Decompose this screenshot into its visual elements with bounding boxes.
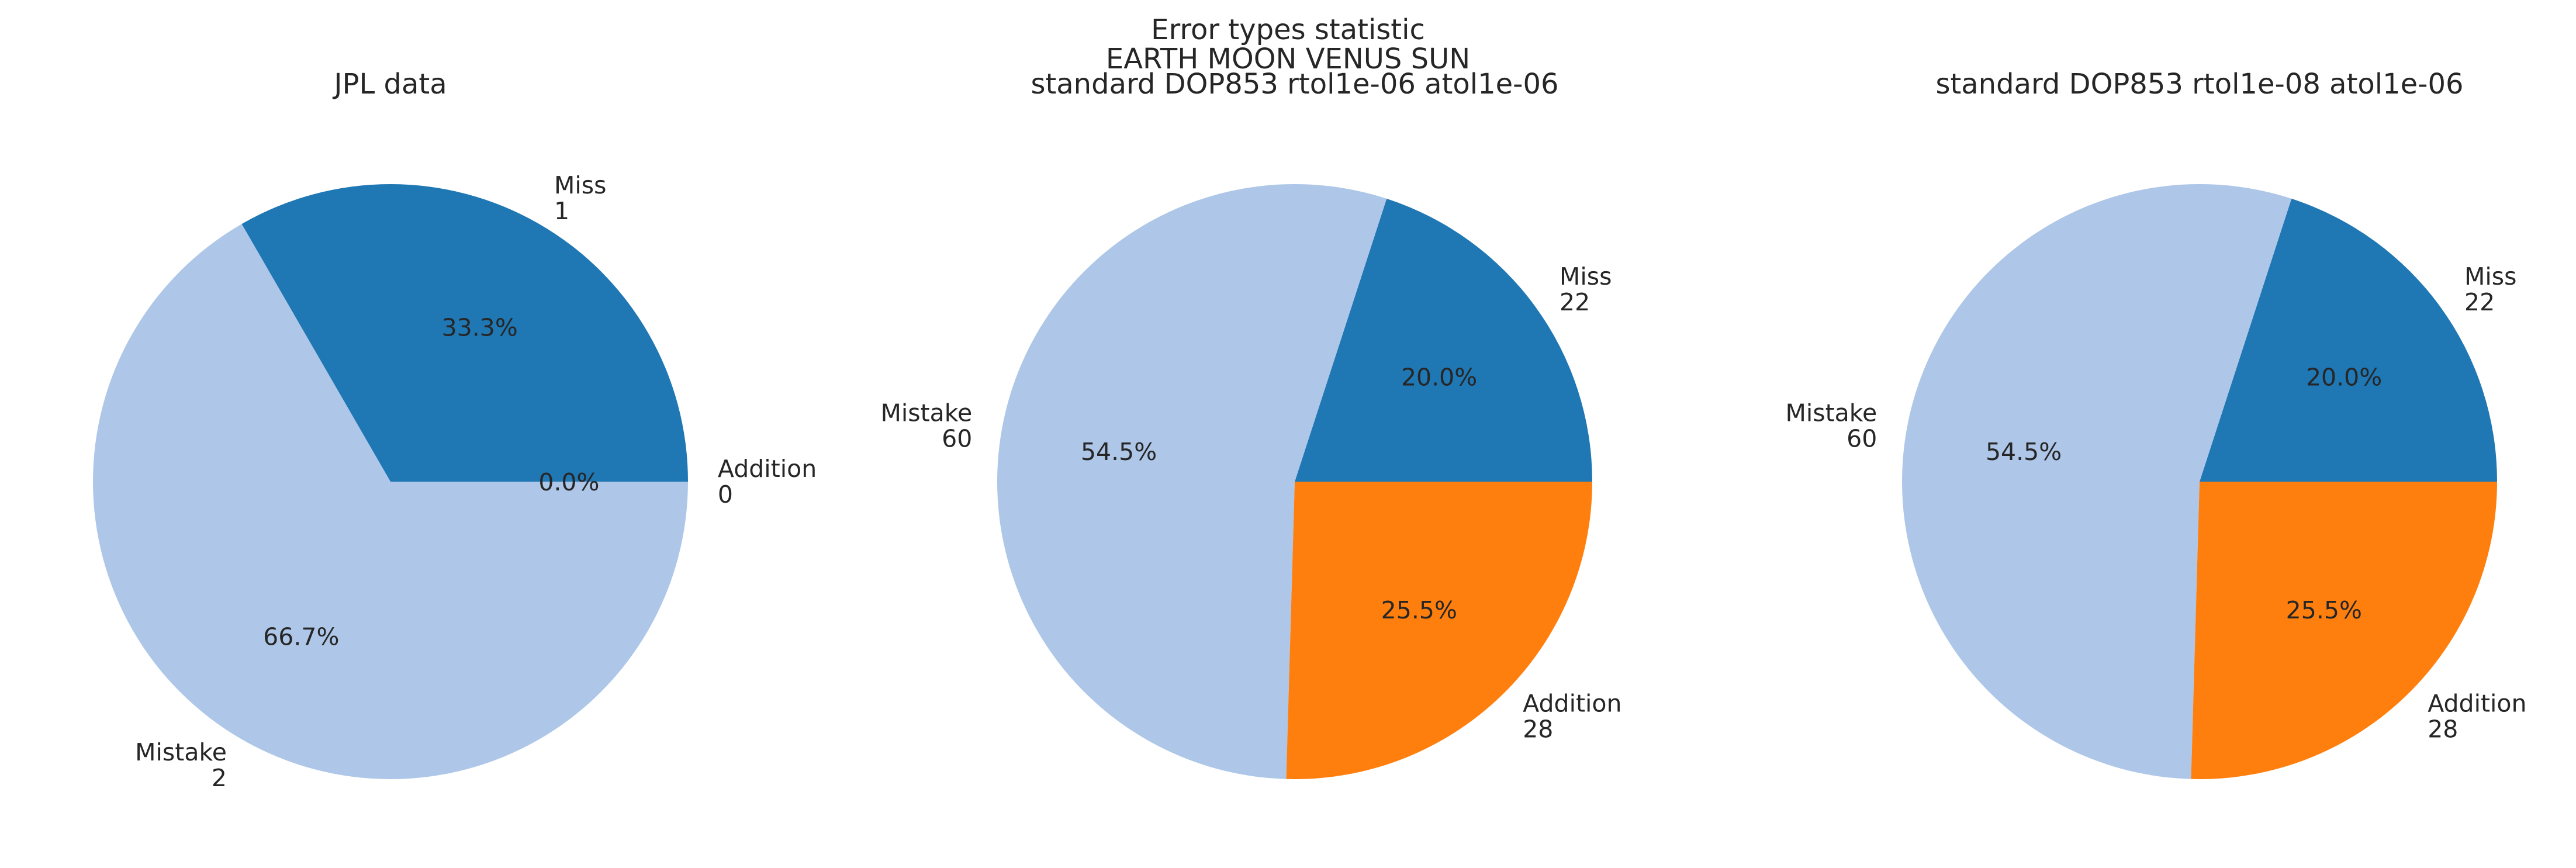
pie-slice-mistake xyxy=(1902,184,2292,779)
pie-slice-count-miss: 22 xyxy=(1560,288,1590,316)
pie-pct-label-mistake: 66.7% xyxy=(263,623,339,651)
pie-slice-label-miss: Miss xyxy=(2464,262,2517,291)
pie-slice-label-mistake: Mistake xyxy=(1785,399,1877,427)
pie-pct-label-miss: 33.3% xyxy=(442,314,518,342)
pie-slice-label-addition: Addition xyxy=(718,455,817,483)
pie-pct-label-addition: 25.5% xyxy=(2286,596,2362,624)
pie-slice-label-miss: Miss xyxy=(554,171,607,199)
pie-title: standard DOP853 rtol1e-08 atol1e-06 xyxy=(1935,68,2463,101)
pie-pct-label-mistake: 54.5% xyxy=(1986,438,2062,466)
suptitle-line-1: Error types statistic xyxy=(1151,13,1425,46)
pie-pct-label-addition: 25.5% xyxy=(1381,596,1457,624)
pie-pct-label-mistake: 54.5% xyxy=(1081,438,1157,466)
pie-chart-3: standard DOP853 rtol1e-08 atol1e-06 20.0%… xyxy=(1785,68,2527,779)
pie-slice-count-mistake: 60 xyxy=(942,425,972,453)
pie-chart-2: standard DOP853 rtol1e-06 atol1e-06 20.0%… xyxy=(880,68,1622,779)
pie-slice-count-mistake: 2 xyxy=(212,764,227,792)
pie-slice-label-addition: Addition xyxy=(1523,690,1621,718)
pie-title: JPL data xyxy=(332,68,447,101)
pie-pct-label-miss: 20.0% xyxy=(2306,364,2382,392)
pie-slice-miss xyxy=(241,184,688,482)
pie-slice-mistake xyxy=(997,184,1387,779)
pie-title: standard DOP853 rtol1e-06 atol1e-06 xyxy=(1031,68,1558,101)
pie-pct-label-addition: 0.0% xyxy=(538,468,599,496)
pie-slice-label-addition: Addition xyxy=(2428,690,2526,718)
pie-slice-label-miss: Miss xyxy=(1560,262,1612,291)
pie-slice-count-miss: 1 xyxy=(554,197,569,225)
pie-pct-label-miss: 20.0% xyxy=(1401,364,1477,392)
suptitle-line-2: EARTH MOON VENUS SUN xyxy=(1105,43,1471,75)
pie-slice-label-mistake: Mistake xyxy=(880,399,972,427)
pie-slice-addition xyxy=(2191,482,2497,779)
pie-slice-count-addition: 0 xyxy=(718,480,733,509)
pie-slice-label-mistake: Mistake xyxy=(135,738,227,766)
pie-slice-count-addition: 28 xyxy=(2428,715,2458,743)
pie-slice-miss xyxy=(2200,198,2497,482)
pie-slice-addition xyxy=(1286,482,1592,779)
pie-slice-count-mistake: 60 xyxy=(1847,425,1877,453)
pie-slice-count-miss: 22 xyxy=(2464,288,2495,316)
pie-slice-count-addition: 28 xyxy=(1523,715,1553,743)
pie-slice-mistake xyxy=(93,224,688,779)
pie-slice-miss xyxy=(1295,198,1592,482)
